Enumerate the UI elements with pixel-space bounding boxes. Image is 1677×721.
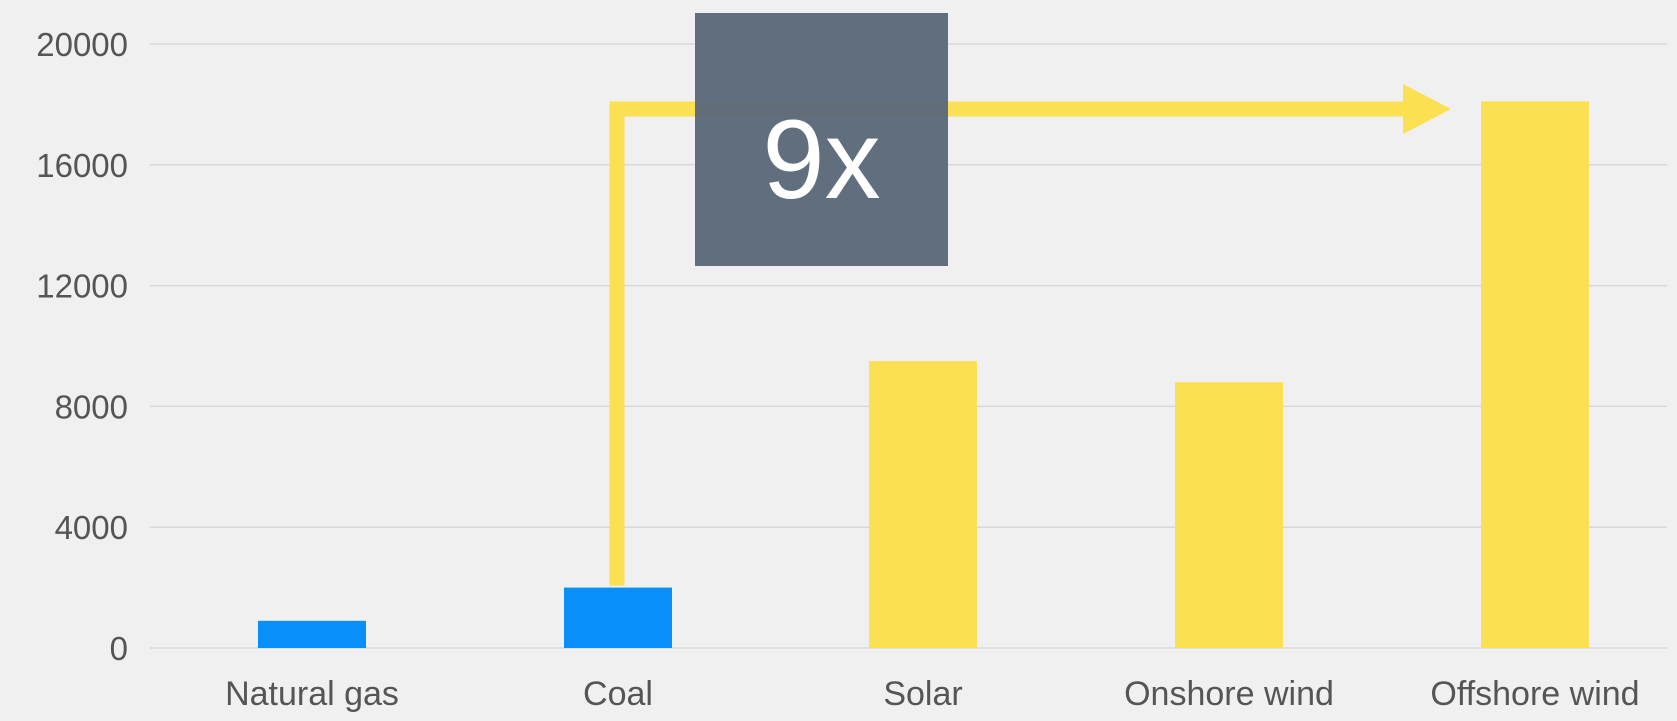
bar-natural-gas [258, 620, 366, 648]
x-tick-label: Solar [883, 675, 962, 713]
bar-onshore-wind [1175, 382, 1283, 648]
x-tick-label: Onshore wind [1124, 675, 1334, 713]
annotation-arrow-head [1403, 84, 1451, 134]
growth-annotation: 9x [609, 13, 1451, 586]
y-tick-label: 8000 [55, 388, 128, 425]
y-axis-ticks: 0 4000 8000 12000 16000 20000 [36, 26, 128, 667]
annotation-arrow-line [609, 101, 1403, 586]
bar-offshore-wind [1481, 101, 1589, 648]
bar-coal [564, 587, 672, 648]
x-tick-label: Natural gas [225, 675, 399, 713]
y-tick-label: 12000 [36, 268, 128, 305]
annotation-box [695, 13, 948, 266]
x-axis-labels: Natural gas Coal Solar Onshore wind Offshore… [225, 675, 1640, 713]
y-tick-label: 4000 [55, 509, 128, 546]
y-tick-label: 0 [110, 630, 128, 667]
bar-solar [869, 361, 977, 648]
bars [258, 101, 1589, 648]
x-tick-label: Coal [583, 675, 653, 713]
annotation-label: 9x [762, 97, 880, 222]
y-tick-label: 20000 [36, 26, 128, 63]
y-tick-label: 16000 [36, 147, 128, 184]
x-tick-label: Offshore wind [1430, 675, 1639, 713]
